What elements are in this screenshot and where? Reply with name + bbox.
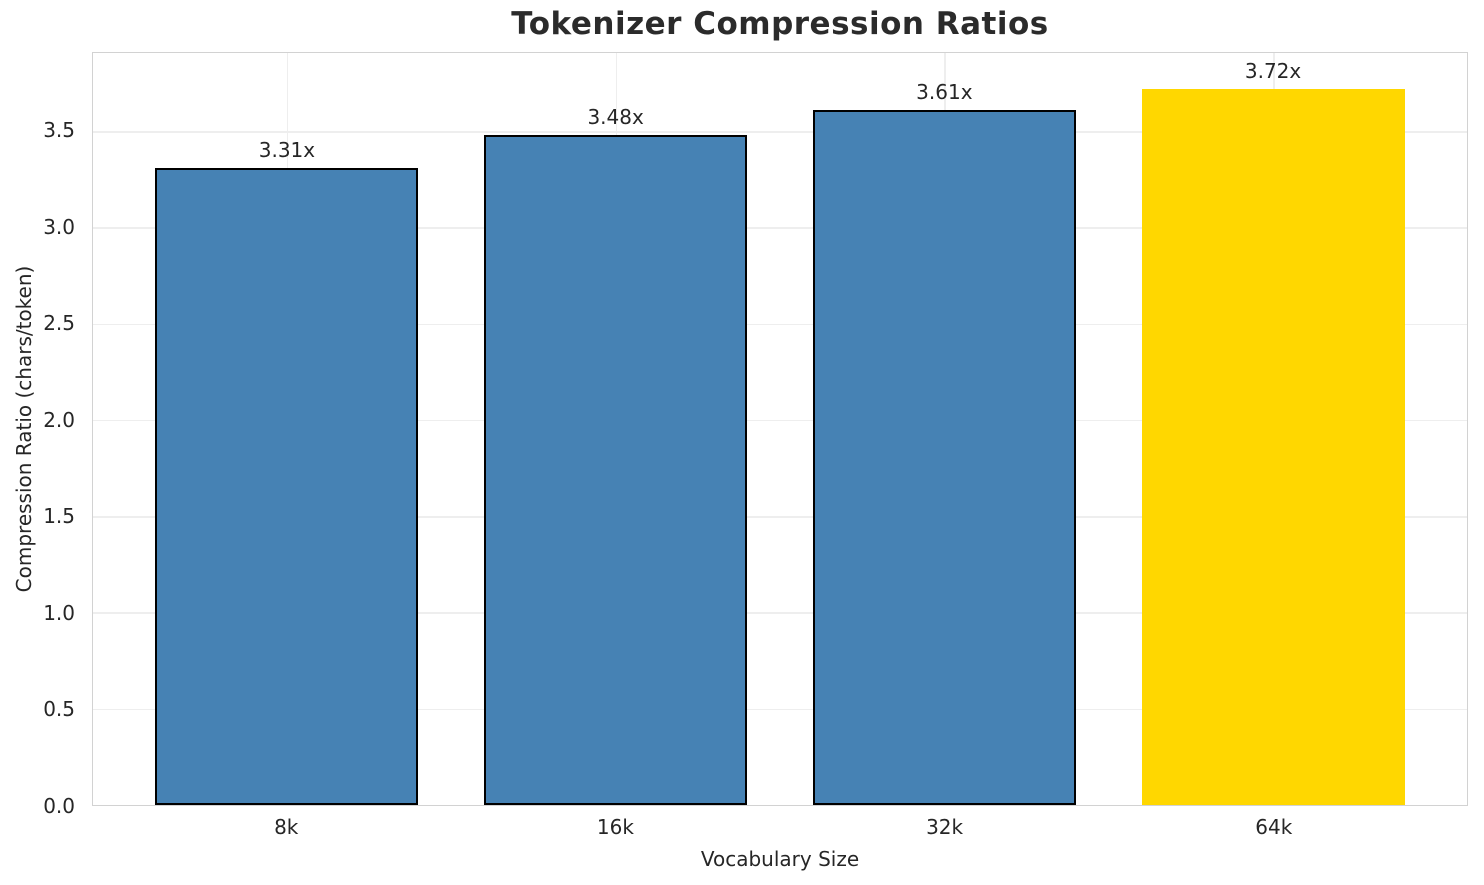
y-axis-label: Compression Ratio (chars/token): [12, 265, 36, 593]
x-tick-label-16k: 16k: [596, 815, 634, 839]
x-axis-label: Vocabulary Size: [700, 847, 860, 871]
y-tick-label: 1.0: [43, 600, 75, 625]
gridline-horizontal: [93, 708, 1467, 711]
gridline-horizontal: [93, 323, 1467, 326]
gridline-horizontal: [93, 131, 1467, 133]
y-axis-tick-labels: 0.0 0.5 1.0 1.5 2.0 2.5 3.0 3.5: [0, 52, 92, 818]
y-tick-label: 2.5: [43, 311, 75, 336]
x-tick-label-32k: 32k: [926, 815, 964, 839]
bar-32k: [812, 110, 1076, 805]
y-tick-label: 2.0: [43, 407, 75, 432]
plot-area: 3.31x 3.48x 3.61x 3.72x: [92, 52, 1468, 806]
gridline-horizontal: [93, 419, 1467, 422]
bar-value-label: 3.72x: [1244, 58, 1302, 83]
bar-value-label: 3.31x: [258, 137, 316, 162]
y-tick-label: 0.0: [43, 794, 75, 818]
y-tick-label: 0.5: [43, 697, 75, 722]
bar-value-label: 3.48x: [587, 105, 644, 130]
bar-value-label: 3.61x: [916, 80, 973, 104]
y-tick-label: 3.0: [43, 214, 75, 239]
gridline-horizontal: [93, 227, 1467, 229]
x-tick-label-8k: 8k: [274, 815, 299, 839]
chart-title: Tokenizer Compression Ratios: [511, 6, 1049, 42]
bar-8k: [155, 167, 419, 805]
y-tick-label: 1.5: [43, 504, 75, 529]
y-tick-label: 3.5: [43, 118, 75, 143]
bar-64k: [1141, 88, 1405, 805]
x-tick-label-64k: 64k: [1255, 815, 1293, 839]
gridline-horizontal: [93, 612, 1467, 614]
gridline-horizontal: [93, 516, 1467, 518]
bar-16k: [484, 135, 748, 805]
